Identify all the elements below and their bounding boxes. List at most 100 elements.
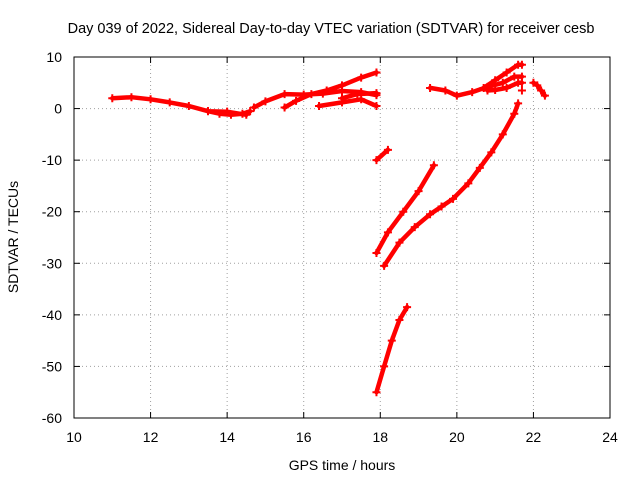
data-point xyxy=(403,303,412,312)
data-point xyxy=(215,109,224,118)
data-point xyxy=(491,86,500,95)
y-tick-label: 0 xyxy=(54,101,62,117)
chart-title: Day 039 of 2022, Sidereal Day-to-day VTE… xyxy=(68,21,595,37)
x-axis-ticks: 10 12 14 16 18 20 22 24 xyxy=(66,57,618,445)
data-point xyxy=(510,109,519,118)
data-point xyxy=(510,72,519,81)
data-point xyxy=(372,101,381,110)
data-point xyxy=(426,83,435,92)
data-point xyxy=(204,107,212,116)
x-tick-label: 24 xyxy=(602,429,618,445)
data-series xyxy=(204,107,255,119)
data-point xyxy=(307,90,316,99)
y-tick-label: -60 xyxy=(42,410,62,426)
data-point xyxy=(395,316,404,325)
data-point xyxy=(165,98,174,107)
data-point xyxy=(238,109,247,118)
data-point xyxy=(261,97,270,106)
data-point xyxy=(502,83,511,92)
data-point xyxy=(537,86,546,95)
series-trace xyxy=(374,147,391,163)
data-point xyxy=(533,81,542,90)
data-point xyxy=(395,238,404,247)
data-point xyxy=(280,90,289,99)
data-point xyxy=(353,90,362,99)
data-point xyxy=(464,179,473,188)
data-point xyxy=(517,78,526,87)
y-tick-label: -50 xyxy=(42,358,62,374)
data-point xyxy=(315,101,324,110)
x-tick-label: 20 xyxy=(449,429,465,445)
data-point xyxy=(322,86,331,95)
data-point xyxy=(292,96,301,105)
y-tick-label: -10 xyxy=(42,152,62,168)
data-series xyxy=(372,161,438,257)
x-tick-label: 10 xyxy=(66,429,82,445)
y-tick-label: 10 xyxy=(46,49,62,65)
data-point xyxy=(372,68,381,77)
y-axis-label: SDTVAR / TECUs xyxy=(5,181,21,293)
data-point xyxy=(184,101,193,110)
data-point xyxy=(249,103,258,112)
data-point xyxy=(475,163,484,172)
grid-lines xyxy=(74,57,610,418)
data-series xyxy=(517,86,526,95)
data-point xyxy=(498,78,507,87)
data-point xyxy=(502,68,511,77)
series-trace xyxy=(316,97,379,109)
data-point xyxy=(517,86,526,95)
data-point xyxy=(108,94,117,103)
x-tick-label: 14 xyxy=(219,429,235,445)
y-axis-ticks: 10 0 -10 -20 -30 -40 -50 -60 xyxy=(42,49,610,426)
data-point xyxy=(357,95,366,104)
plot-frame xyxy=(73,56,611,419)
data-point xyxy=(399,207,408,216)
data-point xyxy=(410,223,419,232)
data-point xyxy=(383,145,392,154)
data-point xyxy=(127,93,136,102)
data-point xyxy=(441,86,450,95)
data-series xyxy=(479,60,526,92)
data-point xyxy=(372,248,381,257)
x-tick-label: 16 xyxy=(296,429,312,445)
x-tick-label: 12 xyxy=(143,429,159,445)
y-tick-label: -20 xyxy=(42,204,62,220)
y-tick-label: -40 xyxy=(42,307,62,323)
data-point xyxy=(338,81,346,90)
data-point xyxy=(380,261,389,270)
data-point xyxy=(414,187,423,196)
data-point xyxy=(491,76,500,85)
x-axis-label: GPS time / hours xyxy=(289,457,396,473)
data-point xyxy=(429,161,438,170)
plot-area xyxy=(108,60,549,397)
y-tick-label: -30 xyxy=(42,255,62,271)
series-trace xyxy=(381,101,521,269)
data-point xyxy=(372,156,381,165)
x-tick-label: 22 xyxy=(526,429,542,445)
data-series xyxy=(338,89,381,103)
data-point xyxy=(498,130,507,139)
data-point xyxy=(540,91,549,100)
data-series xyxy=(483,78,526,95)
data-point xyxy=(280,103,289,112)
data-point xyxy=(437,202,446,211)
data-point xyxy=(383,228,392,237)
data-point xyxy=(380,362,389,371)
data-point xyxy=(514,99,523,108)
data-point xyxy=(357,73,366,82)
data-point xyxy=(483,86,492,95)
data-series xyxy=(380,99,523,270)
data-point xyxy=(387,336,396,345)
data-point xyxy=(372,388,381,397)
data-series xyxy=(529,78,549,100)
data-series xyxy=(372,303,412,397)
x-tick-label: 18 xyxy=(372,429,388,445)
data-point xyxy=(517,60,526,69)
data-point xyxy=(226,110,235,119)
data-series xyxy=(280,68,381,112)
data-point xyxy=(449,194,458,203)
data-point xyxy=(338,94,346,103)
data-point xyxy=(468,88,477,97)
data-point xyxy=(452,91,461,100)
